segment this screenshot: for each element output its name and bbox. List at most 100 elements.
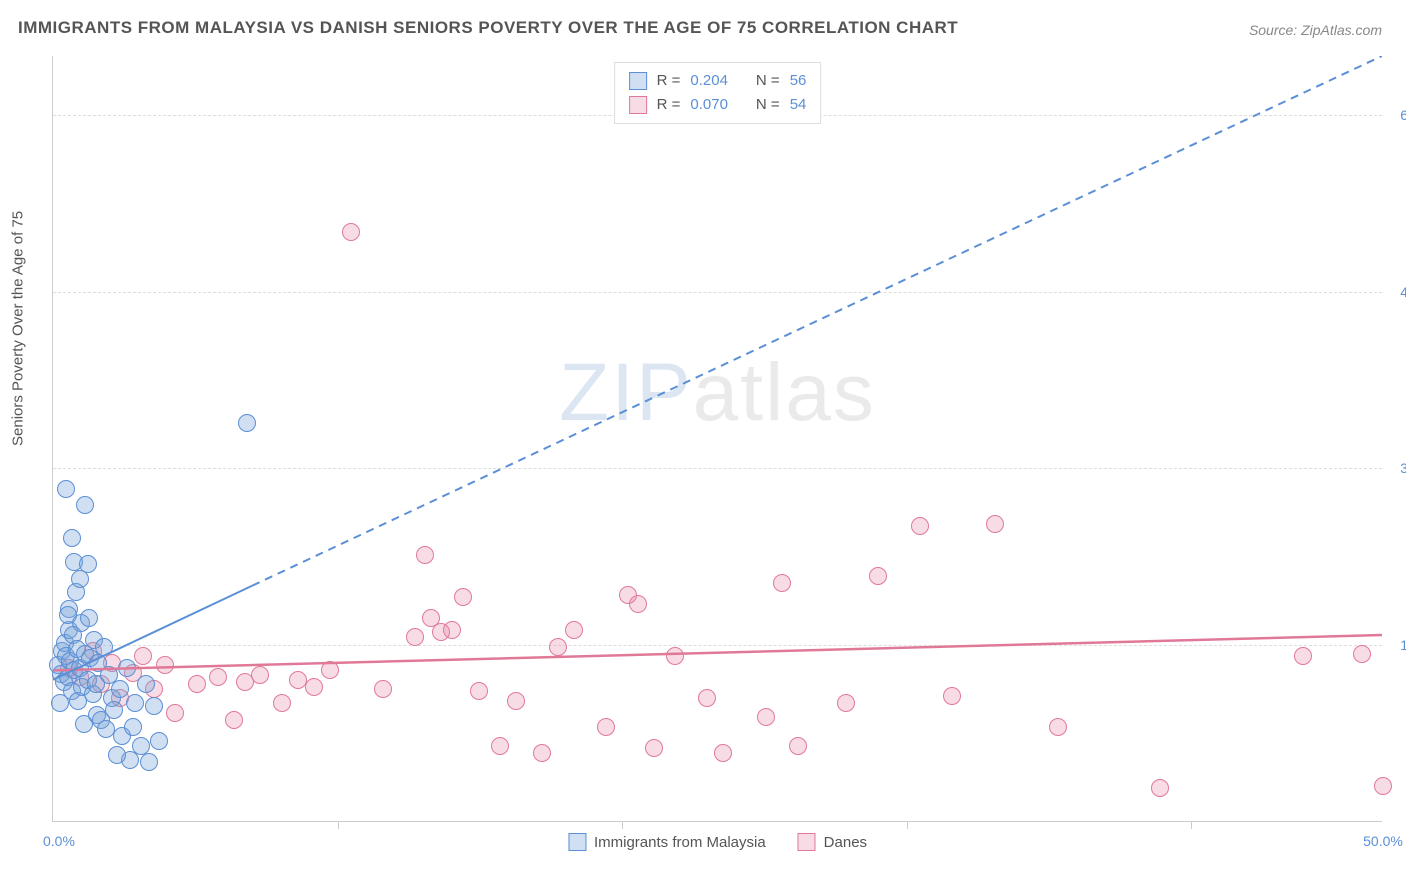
data-point [95,638,113,656]
data-point [126,694,144,712]
data-point [75,715,93,733]
data-point [773,574,791,592]
legend-series: Immigrants from Malaysia Danes [568,833,867,851]
data-point [124,718,142,736]
data-point [1374,777,1392,795]
trend-lines [53,56,1382,821]
x-minor-tick [1191,821,1192,829]
data-point [1353,645,1371,663]
data-point [533,744,551,762]
data-point [507,692,525,710]
data-point [374,680,392,698]
data-point [837,694,855,712]
swatch-pink-icon [629,96,647,114]
data-point [321,661,339,679]
data-point [134,647,152,665]
data-point [416,546,434,564]
watermark-part2: atlas [693,347,876,438]
data-point [406,628,424,646]
data-point [150,732,168,750]
data-point [63,529,81,547]
swatch-pink-icon [798,833,816,851]
chart-title: IMMIGRANTS FROM MALAYSIA VS DANISH SENIO… [18,18,958,38]
data-point [71,570,89,588]
data-point [549,638,567,656]
data-point [1151,779,1169,797]
data-point [714,744,732,762]
legend-item-blue: Immigrants from Malaysia [568,833,766,851]
data-point [166,704,184,722]
data-point [943,687,961,705]
data-point [565,621,583,639]
legend-stats-row-pink: R = 0.070 N = 54 [629,93,807,117]
data-point [273,694,291,712]
y-tick-label: 15.0% [1400,637,1406,653]
data-point [342,223,360,241]
data-point [209,668,227,686]
data-point [111,680,129,698]
data-point [986,515,1004,533]
data-point [491,737,509,755]
data-point [118,659,136,677]
y-tick-label: 45.0% [1400,284,1406,300]
x-minor-tick [907,821,908,829]
r-value-blue: 0.204 [690,69,728,93]
data-point [1294,647,1312,665]
data-point [757,708,775,726]
data-point [108,746,126,764]
data-point [666,647,684,665]
grid-line [53,292,1382,293]
swatch-blue-icon [629,72,647,90]
trend-line [252,56,1382,586]
data-point [145,697,163,715]
data-point [869,567,887,585]
legend-item-pink: Danes [798,833,867,851]
grid-line [53,468,1382,469]
data-point [597,718,615,736]
grid-line [53,645,1382,646]
data-point [137,675,155,693]
x-end-label: 50.0% [1363,833,1403,849]
data-point [629,595,647,613]
data-point [911,517,929,535]
n-label-pink: N = [756,93,780,117]
r-label-blue: R = [657,69,681,93]
trend-line [53,635,1382,670]
data-point [140,753,158,771]
x-minor-tick [622,821,623,829]
n-value-blue: 56 [790,69,807,93]
data-point [305,678,323,696]
data-point [454,588,472,606]
x-minor-tick [338,821,339,829]
plot-area: ZIPatlas 15.0%30.0%45.0%60.0% 0.0% R = 0… [52,56,1382,822]
legend-stats: R = 0.204 N = 56 R = 0.070 N = 54 [614,62,822,124]
data-point [59,606,77,624]
data-point [443,621,461,639]
watermark-part1: ZIP [559,347,693,438]
data-point [79,555,97,573]
swatch-blue-icon [568,833,586,851]
watermark: ZIPatlas [559,346,876,440]
data-point [57,480,75,498]
data-point [789,737,807,755]
y-tick-label: 60.0% [1400,107,1406,123]
r-label-pink: R = [657,93,681,117]
legend-stats-row-blue: R = 0.204 N = 56 [629,69,807,93]
data-point [80,609,98,627]
data-point [76,496,94,514]
n-value-pink: 54 [790,93,807,117]
data-point [51,694,69,712]
source-attribution: Source: ZipAtlas.com [1249,22,1382,38]
data-point [645,739,663,757]
data-point [225,711,243,729]
y-tick-label: 30.0% [1400,460,1406,476]
data-point [1049,718,1067,736]
data-point [238,414,256,432]
data-point [251,666,269,684]
n-label-blue: N = [756,69,780,93]
data-point [188,675,206,693]
r-value-pink: 0.070 [690,93,728,117]
x-origin-label: 0.0% [43,833,75,849]
data-point [698,689,716,707]
data-point [470,682,488,700]
